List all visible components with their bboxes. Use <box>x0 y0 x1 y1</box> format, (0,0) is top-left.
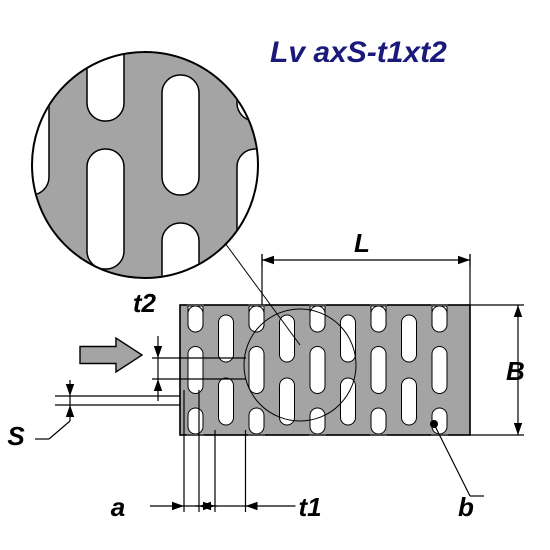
dim-label-t1: t1 <box>298 492 321 522</box>
dim-label-b: b <box>458 492 474 522</box>
dim-label-L: L <box>354 228 370 258</box>
dim-label-S: S <box>7 421 25 451</box>
dim-label-a: a <box>111 492 125 522</box>
direction-arrow-icon <box>80 338 142 372</box>
diagram-title: Lv axS-t1xt2 <box>270 36 447 69</box>
dim-label-t2: t2 <box>133 288 157 318</box>
perforated-plate <box>180 303 470 437</box>
dim-label-B: B <box>506 356 525 386</box>
